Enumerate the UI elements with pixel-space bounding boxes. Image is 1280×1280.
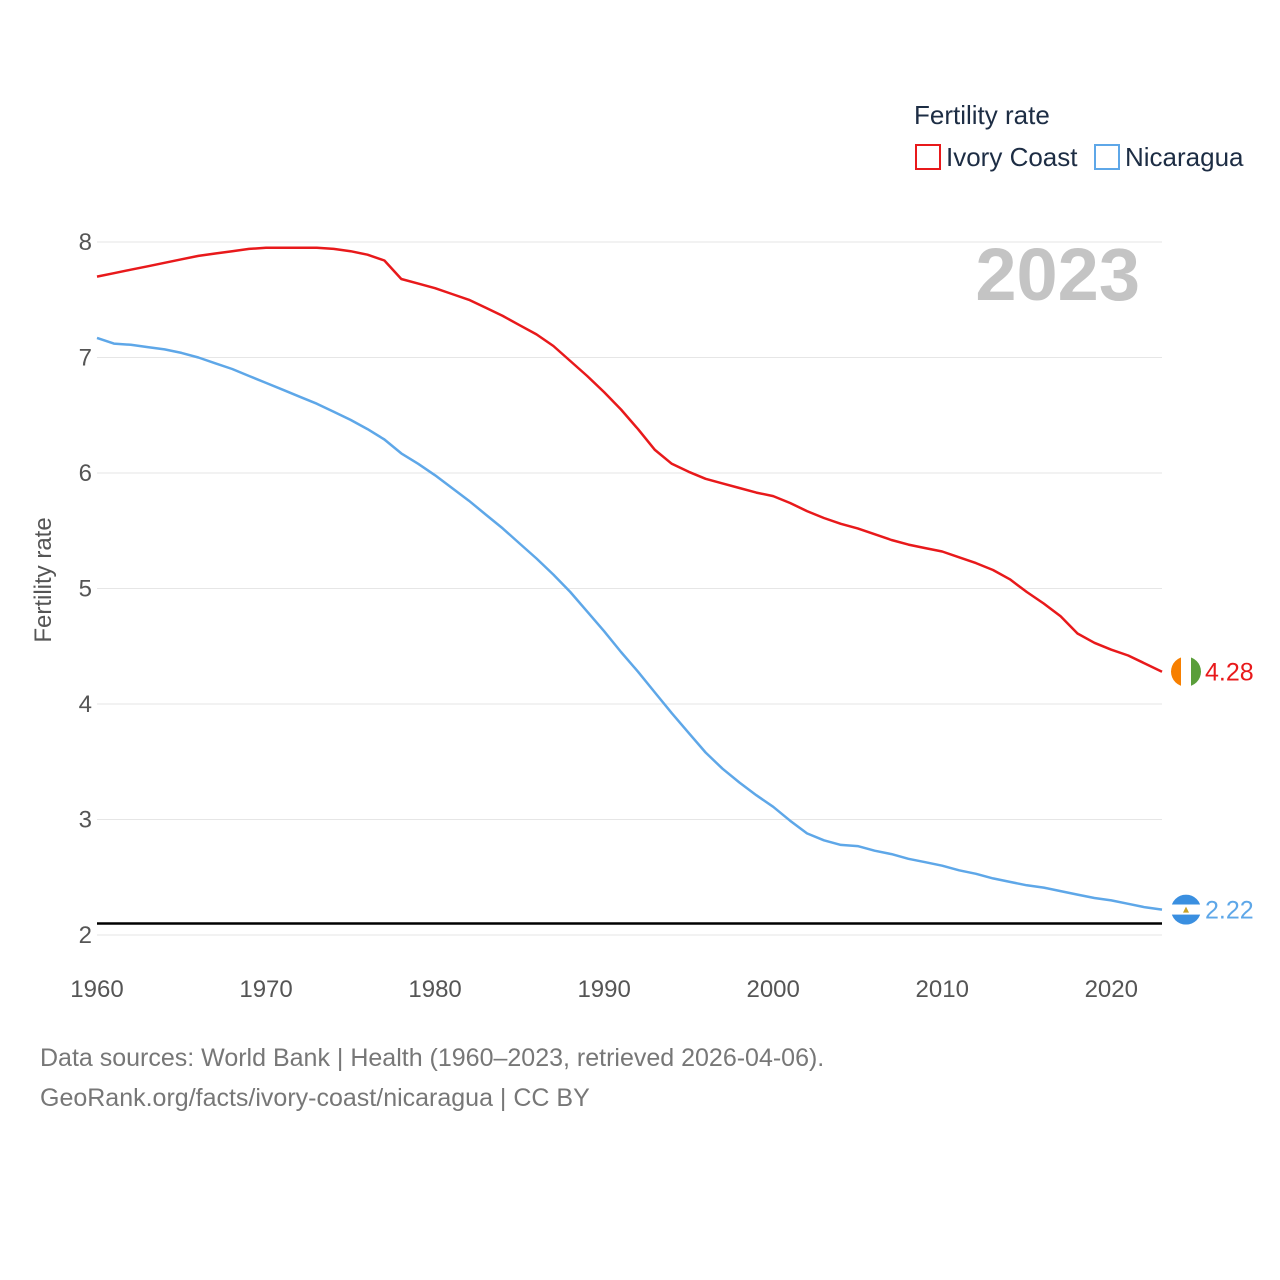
end-value-label-ivory-coast: 4.28 (1205, 659, 1254, 687)
line-ivory-coast[interactable] (96, 246, 1163, 673)
footer-sources: Data sources: World Bank | Health (1960–… (40, 1044, 825, 1072)
legend-label-ivory-coast[interactable]: Ivory Coast (946, 142, 1078, 172)
series-lines (96, 246, 1163, 911)
y-axis-label: Fertility rate (30, 517, 57, 642)
legend-swatch-nicaragua[interactable] (1094, 144, 1120, 170)
x-tick-label: 2010 (916, 976, 969, 1003)
y-tick-label: 7 (79, 345, 92, 372)
legend-label-nicaragua[interactable]: Nicaragua (1125, 142, 1244, 172)
legend-swatch-ivory-coast[interactable] (915, 144, 941, 170)
x-tick-label: 1990 (577, 976, 630, 1003)
legend: Fertility rate Ivory Coast Nicaragua (914, 100, 1244, 172)
x-tick-label: 1970 (239, 976, 292, 1003)
nicaragua-flag-icon (1171, 894, 1201, 925)
series-end-markers: 4.28 2.22 (1171, 656, 1254, 925)
ivory-coast-flag-icon (1171, 656, 1201, 687)
end-value-label-nicaragua: 2.22 (1205, 897, 1254, 925)
x-tick-label: 2000 (746, 976, 799, 1003)
y-tick-label: 6 (79, 460, 92, 487)
footer-url[interactable]: GeoRank.org/facts/ivory-coast/nicaragua … (40, 1084, 590, 1112)
x-tick-label: 1960 (70, 976, 123, 1003)
y-tick-label: 3 (79, 807, 92, 834)
x-tick-label: 1980 (408, 976, 461, 1003)
gridlines (97, 241, 1162, 936)
y-tick-label: 2 (79, 922, 92, 949)
y-tick-label: 8 (79, 229, 92, 256)
year-label: 2023 (975, 233, 1140, 316)
legend-title: Fertility rate (914, 100, 1050, 130)
y-axis-ticks: 2 3 4 5 6 7 8 (79, 229, 92, 949)
x-axis-ticks: 1960 1970 1980 1990 2000 2010 2020 (70, 976, 1138, 1003)
y-tick-label: 4 (79, 691, 92, 718)
x-tick-label: 2020 (1085, 976, 1138, 1003)
line-nicaragua[interactable] (96, 336, 1163, 911)
y-tick-label: 5 (79, 576, 92, 603)
